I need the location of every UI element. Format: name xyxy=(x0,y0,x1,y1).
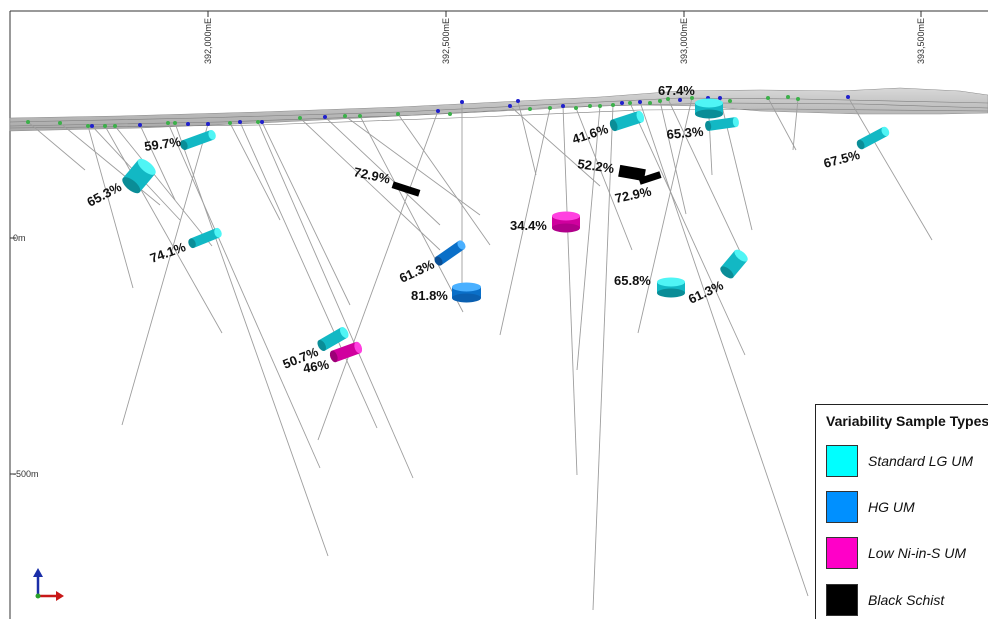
collar-markers xyxy=(26,95,850,128)
sample-label: 46% xyxy=(302,357,331,376)
sample-label: 34.4% xyxy=(510,218,547,233)
drill-hole-traces xyxy=(27,96,933,611)
sample-label: 41.6% xyxy=(570,121,610,147)
legend-item-standard-lg-um: Standard LG UM xyxy=(826,445,988,477)
sample-bar-black-schist xyxy=(618,164,646,182)
sample-bar-black-schist xyxy=(638,171,662,185)
sample-cylinder-standard-lg xyxy=(695,98,723,119)
sample-markers xyxy=(122,98,890,363)
sample-cylinder-hg xyxy=(452,282,481,303)
easting-ticks xyxy=(207,11,922,17)
elevation-label: -500m xyxy=(13,469,39,479)
sample-cylinder-standard-lg xyxy=(317,327,349,351)
sample-label: 72.9% xyxy=(352,164,392,186)
easting-label: 393,500mE xyxy=(916,18,926,64)
sample-cylinder-standard-lg xyxy=(122,158,156,194)
easting-label: 392,500mE xyxy=(441,18,451,64)
legend-swatch xyxy=(826,445,858,477)
sample-cylinder-standard-lg xyxy=(720,249,748,279)
sample-cylinder-hg xyxy=(434,240,466,266)
sample-label: 52.2% xyxy=(577,156,616,176)
sample-label: 65.8% xyxy=(614,273,651,288)
legend-swatch xyxy=(826,491,858,523)
sample-cylinder-standard-lg xyxy=(856,126,890,150)
sample-label: 67.4% xyxy=(658,83,695,98)
sample-cylinder-standard-lg xyxy=(609,110,645,132)
sample-label: 65.3% xyxy=(666,124,704,142)
legend-item-hg-um: HG UM xyxy=(826,491,988,523)
legend-item-low-ni-in-s-um: Low Ni-in-S UM xyxy=(826,537,988,569)
legend-title: Variability Sample Types xyxy=(826,413,988,429)
sample-cylinder-standard-lg xyxy=(188,227,222,249)
legend-label: Black Schist xyxy=(868,592,945,608)
legend-item-black-schist: Black Schist xyxy=(826,584,988,616)
sample-labels: 59.7% 65.3% 74.1% 72.9% 61.3% 81.8% 50.7… xyxy=(84,83,861,376)
legend-label: Low Ni-in-S UM xyxy=(868,545,967,561)
orientation-triad-icon xyxy=(33,568,64,601)
easting-label: 393,000mE xyxy=(679,18,689,64)
legend-panel: Variability Sample Types Standard LG UM … xyxy=(815,404,988,619)
legend-swatch xyxy=(826,584,858,616)
sample-cylinder-low-ni xyxy=(552,211,580,233)
sample-cylinder-low-ni xyxy=(329,341,363,363)
sample-label: 59.7% xyxy=(143,134,182,154)
sample-cylinder-standard-lg xyxy=(657,277,685,298)
elevation-label: 0m xyxy=(13,233,26,243)
sample-cylinder-standard-lg xyxy=(705,117,739,131)
sample-label: 67.5% xyxy=(822,147,862,171)
legend-swatch xyxy=(826,537,858,569)
sample-label: 61.3% xyxy=(397,256,437,285)
sample-cylinder-standard-lg xyxy=(180,130,216,150)
sample-bar-black-schist xyxy=(391,181,421,197)
sample-label: 81.8% xyxy=(411,288,448,303)
legend-label: Standard LG UM xyxy=(868,453,974,469)
legend-label: HG UM xyxy=(868,499,915,515)
easting-label: 392,000mE xyxy=(203,18,213,64)
sample-label: 72.9% xyxy=(614,184,654,206)
sample-label: 61.3% xyxy=(686,277,726,306)
